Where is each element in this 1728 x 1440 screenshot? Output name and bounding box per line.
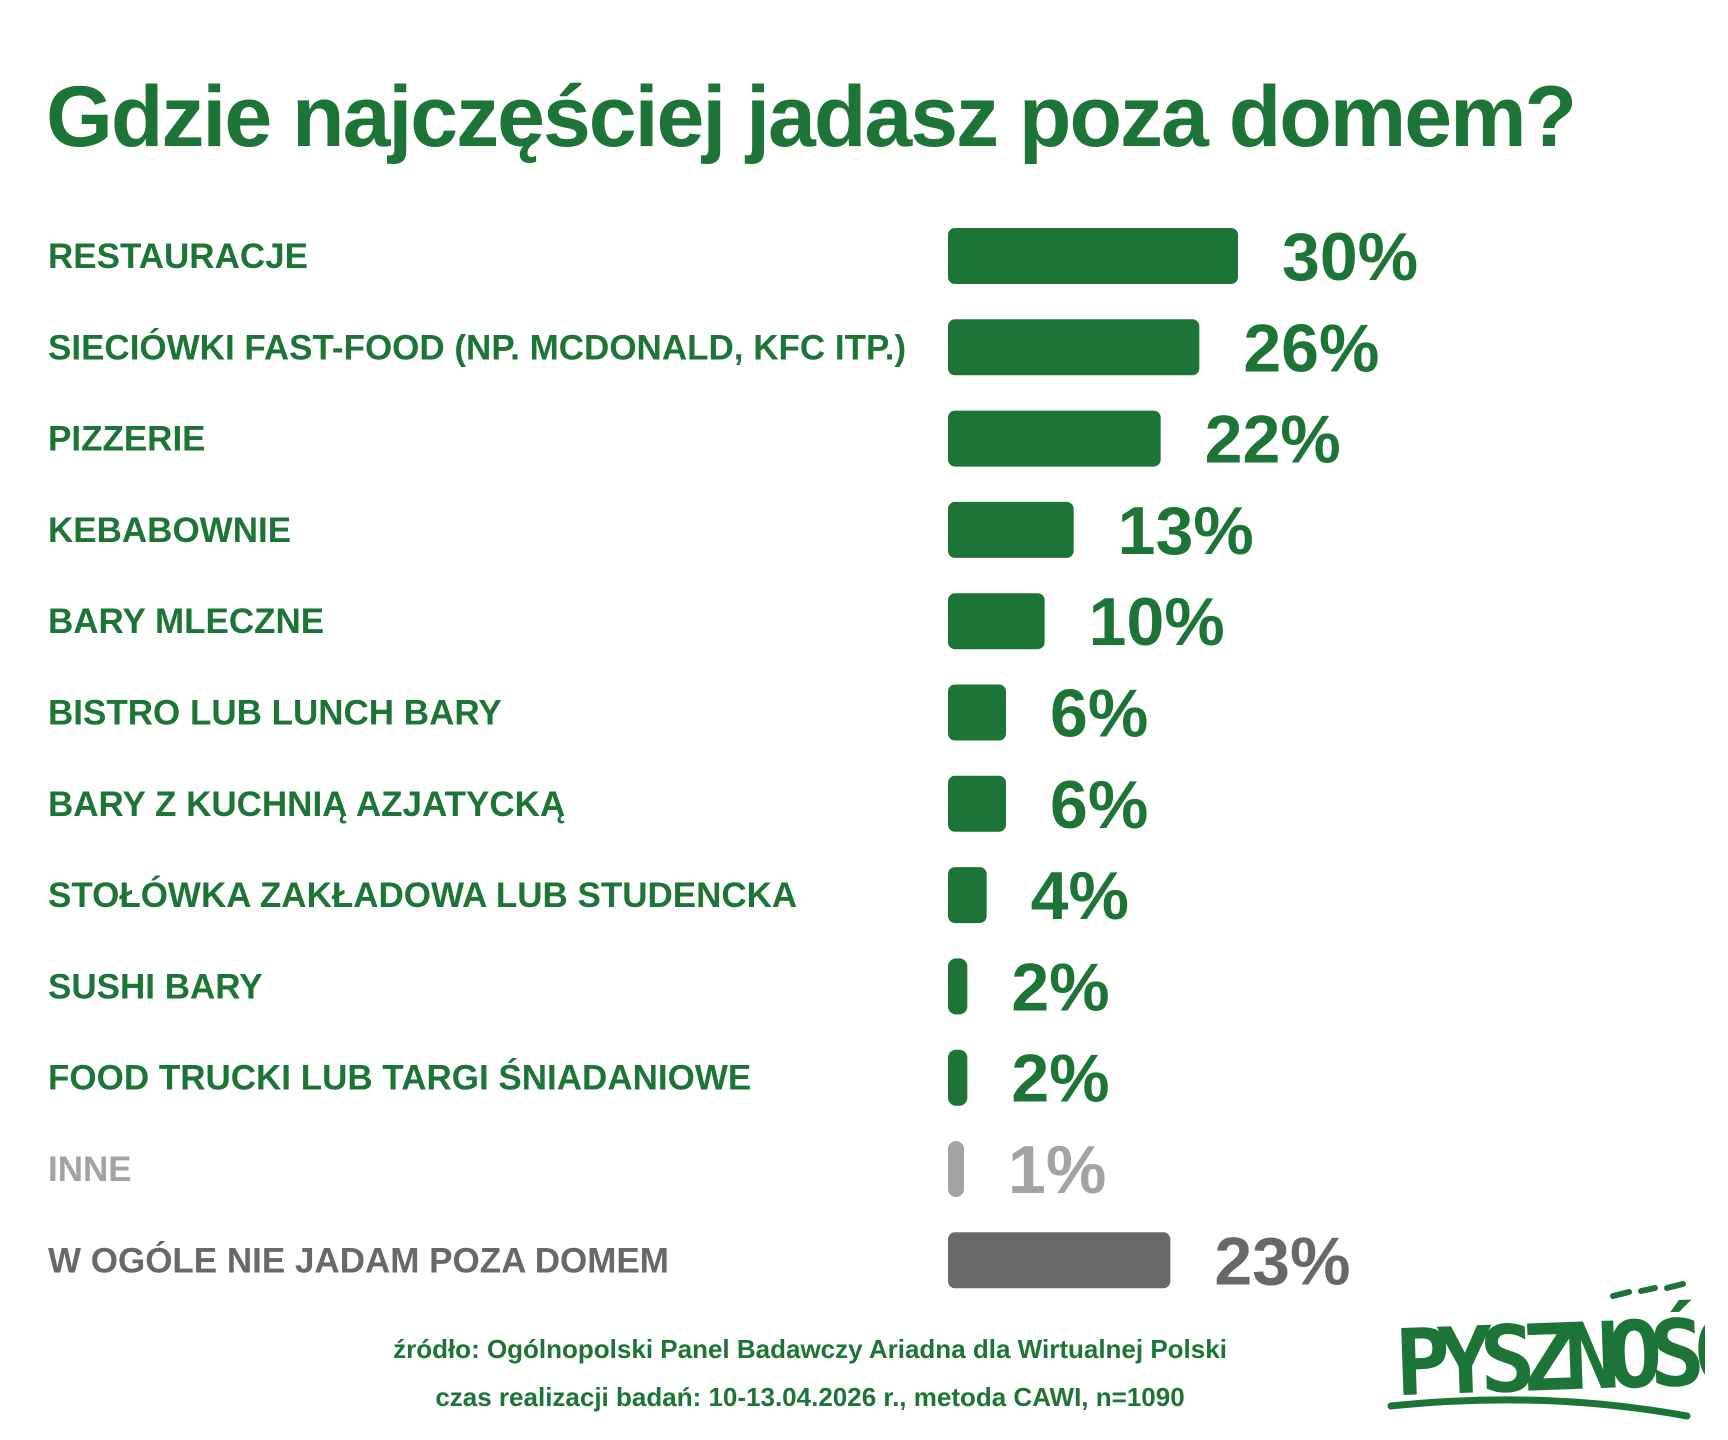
- value-label: 6%: [1050, 676, 1148, 752]
- bar: [948, 1141, 964, 1197]
- value-label: 2%: [1011, 949, 1109, 1025]
- bar: [948, 319, 1200, 376]
- category-label: STOŁÓWKA ZAKŁADOWA LUB STUDENCKA: [48, 875, 797, 915]
- source-line-2: czas realizacji badań: 10-13.04.2026 r.,…: [435, 1382, 1185, 1412]
- bar: [948, 1232, 1171, 1289]
- bar: [948, 867, 987, 924]
- pysznosci-logo: PYSZNOŚCI: [1387, 1281, 1705, 1420]
- category-label: FOOD TRUCKI LUB TARGI ŚNIADANIOWE: [48, 1058, 751, 1098]
- category-label: BARY Z KUCHNIĄ AZJATYCKĄ: [48, 785, 565, 824]
- bar: [948, 958, 968, 1015]
- logo-dashes: [1610, 1281, 1686, 1299]
- value-label: 10%: [1089, 584, 1225, 660]
- chart-title: Gdzie najczęściej jadasz poza domem?: [46, 69, 1577, 165]
- bar: [948, 228, 1238, 284]
- value-label: 4%: [1031, 858, 1129, 934]
- bar-chart: RESTAURACJE 30% SIECIÓWKI FAST-FOOD (NP. M…: [48, 219, 1418, 1299]
- value-label: 30%: [1282, 219, 1418, 295]
- category-label: BISTRO LUB LUNCH BARY: [48, 694, 502, 733]
- bar: [948, 410, 1161, 467]
- value-label: 22%: [1205, 402, 1341, 478]
- category-label: W OGÓLE NIE JADAM POZA DOMEM: [48, 1240, 669, 1280]
- bar: [948, 501, 1074, 558]
- category-label: SIECIÓWKI FAST-FOOD (NP. MCDONALD, KFC I…: [48, 327, 906, 367]
- value-label: 23%: [1214, 1223, 1350, 1299]
- bar: [948, 684, 1006, 741]
- source-line-1: źródło: Ogólnopolski Panel Badawczy Aria…: [393, 1334, 1227, 1364]
- value-label: 13%: [1118, 493, 1254, 569]
- category-label: RESTAURACJE: [48, 237, 308, 276]
- bar: [948, 775, 1006, 832]
- value-label: 1%: [1008, 1132, 1106, 1208]
- bar: [948, 593, 1045, 650]
- value-label: 6%: [1050, 767, 1148, 843]
- logo-swoosh: [1387, 1396, 1691, 1420]
- category-label: KEBABOWNIE: [48, 511, 291, 550]
- category-label: INNE: [48, 1150, 132, 1189]
- value-label: 2%: [1011, 1041, 1109, 1117]
- logo-text: PYSZNOŚCI: [1393, 1295, 1705, 1417]
- bar: [948, 1049, 968, 1106]
- category-label: SUSHI BARY: [48, 967, 263, 1006]
- value-label: 26%: [1243, 310, 1379, 386]
- category-label: BARY MLECZNE: [48, 602, 324, 641]
- category-label: PIZZERIE: [48, 420, 206, 459]
